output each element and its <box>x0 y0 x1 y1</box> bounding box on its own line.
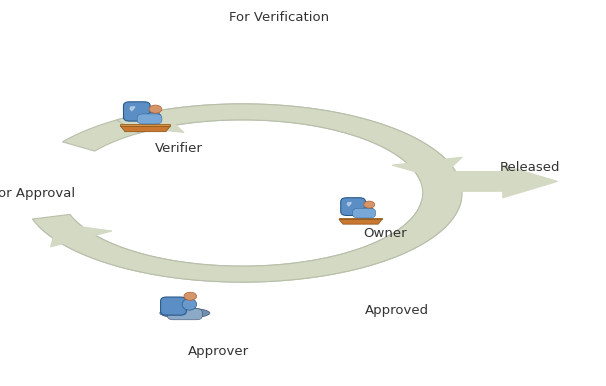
Polygon shape <box>347 203 351 206</box>
Circle shape <box>149 105 162 113</box>
FancyBboxPatch shape <box>353 208 376 218</box>
Ellipse shape <box>182 299 196 310</box>
Text: Approver: Approver <box>188 345 248 358</box>
Ellipse shape <box>361 207 374 217</box>
FancyBboxPatch shape <box>161 297 187 315</box>
Polygon shape <box>62 104 459 180</box>
Text: For Approval: For Approval <box>0 186 75 200</box>
Polygon shape <box>339 218 382 219</box>
Text: Owner: Owner <box>363 227 407 240</box>
Polygon shape <box>427 165 558 198</box>
Ellipse shape <box>146 112 161 123</box>
Polygon shape <box>130 107 135 111</box>
Circle shape <box>184 292 196 300</box>
Polygon shape <box>121 124 170 126</box>
Polygon shape <box>39 200 461 282</box>
Ellipse shape <box>160 308 210 318</box>
Polygon shape <box>128 105 184 132</box>
Polygon shape <box>121 126 170 132</box>
Text: Verifier: Verifier <box>155 142 203 155</box>
Text: Approved: Approved <box>365 304 429 317</box>
Text: Released: Released <box>500 161 561 174</box>
Text: For Verification: For Verification <box>228 11 329 24</box>
Circle shape <box>364 201 375 208</box>
FancyBboxPatch shape <box>137 114 162 124</box>
Polygon shape <box>339 219 382 224</box>
FancyBboxPatch shape <box>124 102 150 121</box>
FancyBboxPatch shape <box>341 198 365 215</box>
Polygon shape <box>32 104 462 282</box>
Polygon shape <box>392 157 462 179</box>
Polygon shape <box>51 223 112 247</box>
FancyBboxPatch shape <box>167 309 202 320</box>
